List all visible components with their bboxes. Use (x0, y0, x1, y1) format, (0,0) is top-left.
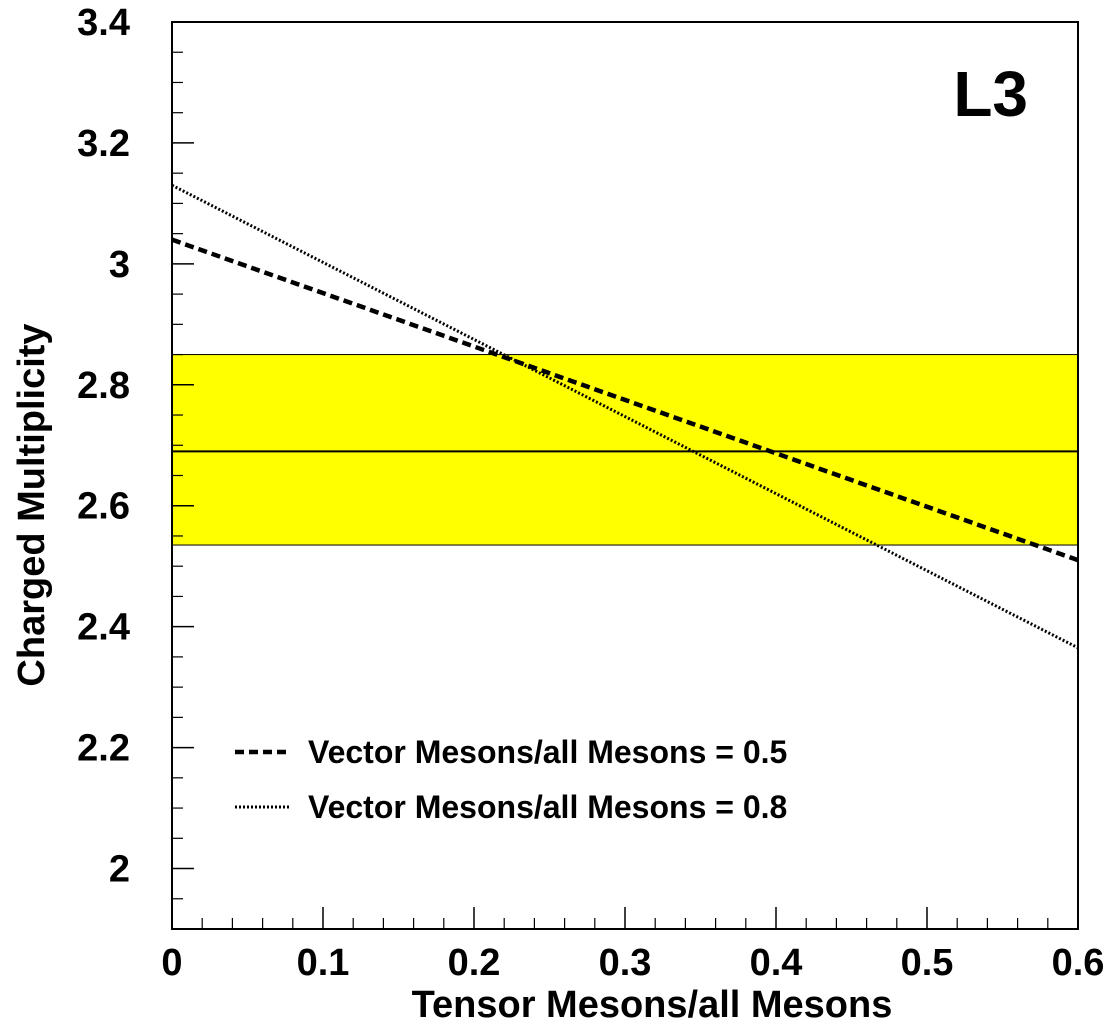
measurement-band (171, 354, 1079, 546)
series-line-1 (171, 237, 1079, 563)
x-axis-title: Tensor Mesons/all Mesons (412, 984, 893, 1026)
y-tick-label: 3.2 (77, 123, 130, 165)
y-tick-label: 2.6 (77, 486, 130, 528)
y-tick-label: 2.4 (77, 607, 130, 649)
legend-label-1: Vector Mesons/all Mesons = 0.5 (308, 734, 787, 770)
x-tick-label: 0.2 (448, 942, 501, 984)
x-tick-label: 0 (161, 942, 182, 984)
y-tick-label: 2.8 (77, 365, 130, 407)
x-tick-label: 0.5 (901, 942, 954, 984)
x-tick-label: 0.1 (297, 942, 350, 984)
experiment-label: L3 (953, 58, 1028, 130)
y-tick-label: 3.4 (77, 2, 130, 44)
x-tick-label: 0.3 (599, 942, 652, 984)
legend-label-2: Vector Mesons/all Mesons = 0.8 (308, 789, 787, 825)
y-axis-title: Charged Multiplicity (11, 323, 53, 686)
y-tick-label: 3 (109, 244, 130, 286)
x-tick-label: 0.4 (750, 942, 803, 984)
x-tick-label: 0.6 (1052, 942, 1105, 984)
series-line-2 (171, 183, 1079, 650)
y-tick-label: 2 (109, 849, 130, 891)
y-tick-label: 2.2 (77, 728, 130, 770)
